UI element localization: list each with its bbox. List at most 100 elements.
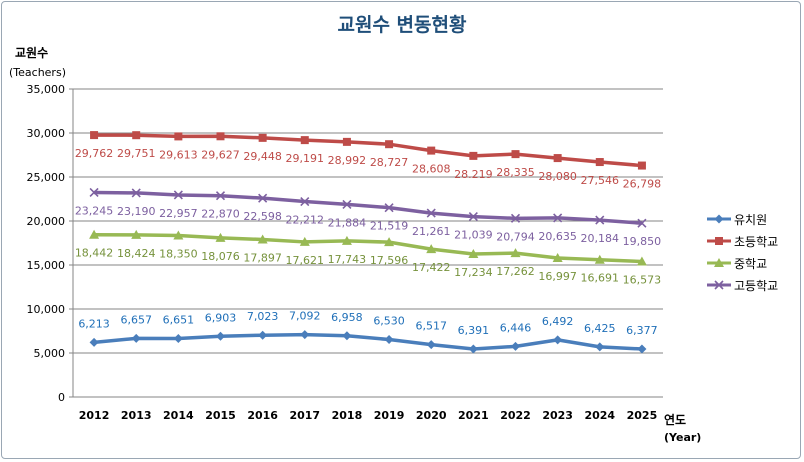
point-marker <box>714 280 724 290</box>
data-label: 6,425 <box>584 322 616 335</box>
point-marker <box>299 236 310 246</box>
data-label: 22,598 <box>243 210 282 223</box>
point-marker <box>384 237 395 247</box>
data-label: 21,261 <box>412 225 451 238</box>
data-label: 19,850 <box>623 235 662 248</box>
data-label: 18,076 <box>201 250 240 263</box>
data-label: 7,023 <box>247 310 279 323</box>
data-label: 16,691 <box>581 272 620 285</box>
point-marker <box>342 137 351 146</box>
data-label: 6,958 <box>331 311 363 324</box>
data-label: 18,424 <box>117 247 156 260</box>
point-marker <box>131 188 141 198</box>
data-label: 6,530 <box>373 315 405 328</box>
data-label: 21,884 <box>328 216 367 229</box>
series-3 <box>89 229 647 266</box>
data-label: 21,039 <box>454 229 493 242</box>
data-label: 18,442 <box>75 247 114 260</box>
y-tick-label: 10,000 <box>27 303 66 316</box>
point-marker <box>215 191 226 201</box>
point-marker <box>342 199 352 209</box>
data-label: 17,596 <box>370 254 409 267</box>
point-marker <box>595 342 605 352</box>
data-label: 16,997 <box>538 270 577 283</box>
data-label: 23,190 <box>117 205 156 218</box>
point-marker <box>552 252 563 262</box>
point-marker <box>468 344 478 354</box>
point-marker <box>89 337 99 347</box>
data-label: 29,751 <box>117 147 156 160</box>
point-marker <box>510 213 521 223</box>
point-marker <box>258 330 268 340</box>
data-label: 17,743 <box>328 253 367 266</box>
data-label: 22,957 <box>159 207 198 220</box>
point-marker <box>426 208 436 218</box>
point-marker <box>426 244 437 254</box>
x-tick-label: 2014 <box>163 409 194 422</box>
x-tick-label: 2018 <box>332 409 363 422</box>
data-label: 20,794 <box>496 230 535 243</box>
data-label: 23,245 <box>75 204 114 217</box>
point-marker <box>258 193 268 203</box>
x-tick-label: 2016 <box>247 409 278 422</box>
legend-label: 초등학교 <box>734 234 779 249</box>
y-axis-title: 교원수 <box>15 46 49 60</box>
series-line <box>94 133 643 168</box>
point-marker <box>427 146 436 155</box>
point-marker <box>173 333 183 343</box>
point-marker <box>342 331 352 341</box>
legend-label: 유치원 <box>734 212 768 227</box>
point-marker <box>131 333 141 343</box>
point-marker <box>89 229 100 239</box>
data-label: 28,608 <box>412 163 451 176</box>
point-marker <box>637 218 647 228</box>
data-label: 6,517 <box>415 320 447 333</box>
x-tick-label: 2019 <box>374 409 405 422</box>
x-tick-label: 2021 <box>458 409 489 422</box>
legend-item: 초등학교 <box>706 230 800 252</box>
x-tick-label: 2024 <box>584 409 615 422</box>
point-marker <box>385 140 394 149</box>
y-tick-label: 15,000 <box>27 259 66 272</box>
point-marker <box>174 132 183 141</box>
y-tick-label: 5,000 <box>34 347 66 360</box>
point-marker <box>173 230 184 240</box>
data-label: 26,798 <box>623 178 662 191</box>
point-marker <box>300 196 310 207</box>
series-line <box>94 190 643 225</box>
data-label: 6,492 <box>542 315 574 328</box>
data-label: 18,350 <box>159 248 198 261</box>
point-marker <box>300 330 310 340</box>
point-marker <box>553 213 563 223</box>
data-label: 29,613 <box>159 148 198 161</box>
data-label: 20,184 <box>581 232 620 245</box>
series-4 <box>89 187 647 228</box>
data-label: 28,992 <box>328 154 367 167</box>
data-label: 17,262 <box>496 265 535 278</box>
legend-item: 고등학교 <box>706 274 800 296</box>
legend-item: 유치원 <box>706 208 800 230</box>
y-axis-subtitle: (Teachers) <box>9 66 66 79</box>
x-tick-label: 2015 <box>205 409 236 422</box>
data-label: 29,762 <box>75 147 114 160</box>
point-marker <box>714 214 724 224</box>
point-marker <box>553 335 563 345</box>
point-marker <box>636 256 647 266</box>
x-axis-subtitle: (Year) <box>664 431 702 444</box>
series-1 <box>89 330 647 354</box>
data-labels: 6,213 6,657 6,651 6,903 7,023 7,092 6,958 6,530… <box>75 147 661 337</box>
series-lines <box>89 131 647 354</box>
series-line <box>93 332 643 351</box>
chart-title: 교원수 변동현황 <box>337 14 467 36</box>
x-tick-label: 2013 <box>121 409 152 422</box>
data-label: 20,635 <box>538 230 577 243</box>
gridlines <box>69 88 663 398</box>
data-label: 17,621 <box>286 254 325 267</box>
data-label: 6,213 <box>78 317 110 330</box>
x-tick-label: 2025 <box>627 409 658 422</box>
data-label: 28,080 <box>538 170 577 183</box>
point-marker <box>426 340 436 350</box>
legend-item: 중학교 <box>706 252 800 274</box>
